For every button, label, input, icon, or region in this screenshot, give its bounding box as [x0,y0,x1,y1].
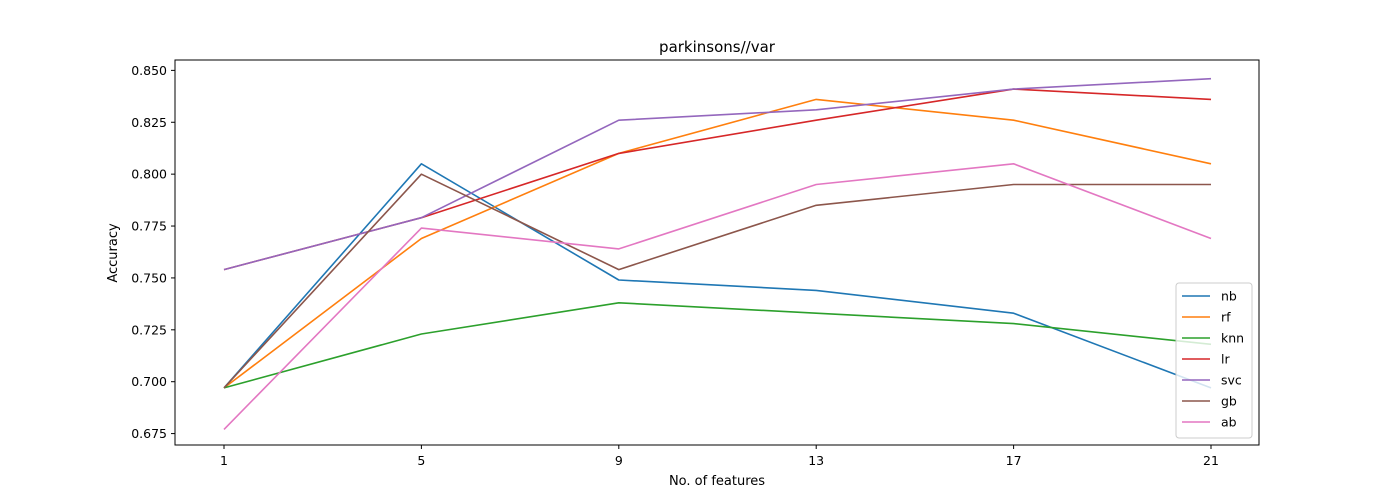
y-tick-label: 0.775 [131,219,167,234]
x-tick-label: 1 [220,453,228,468]
legend-label-ab: ab [1221,415,1237,430]
y-tick-label: 0.750 [131,270,167,285]
chart-title: parkinsons//var [659,38,776,56]
series-line-nb [223,163,1212,389]
series-line-svc [223,77,1212,271]
legend-label-rf: rf [1221,310,1231,325]
y-tick-label: 0.725 [131,322,167,337]
y-tick-label: 0.800 [131,167,167,182]
y-axis-label: Accuracy [106,223,121,283]
y-tick-label: 0.700 [131,374,167,389]
y-axis: 0.675 0.700 0.725 0.750 0.775 0.800 0.825 0.850 [131,63,175,441]
series-line-ab [223,163,1212,430]
x-tick-label: 13 [808,453,824,468]
x-tick-label: 5 [417,453,425,468]
legend-label-nb: nb [1221,289,1237,304]
legend-box [1175,282,1253,439]
y-tick-label: 0.825 [131,115,167,130]
series-layer [223,77,1212,430]
series-line-gb [223,173,1211,389]
plot-frame [174,59,1260,446]
x-tick-label: 17 [1006,453,1022,468]
legend-label-svc: svc [1221,373,1242,388]
legend-label-lr: lr [1221,352,1230,367]
x-axis: 1 5 9 13 17 21 [220,445,1219,468]
legend: nb rf knn lr svc gb ab [1175,282,1253,439]
legend-label-gb: gb [1221,394,1237,409]
series-line-knn [223,301,1212,389]
x-tick-label: 21 [1203,453,1219,468]
y-tick-label: 0.850 [131,63,167,78]
y-tick-label: 0.675 [131,426,167,441]
x-tick-label: 9 [615,453,623,468]
x-axis-label: No. of features [669,474,765,489]
legend-label-knn: knn [1221,331,1244,346]
series-line-rf [223,98,1212,389]
